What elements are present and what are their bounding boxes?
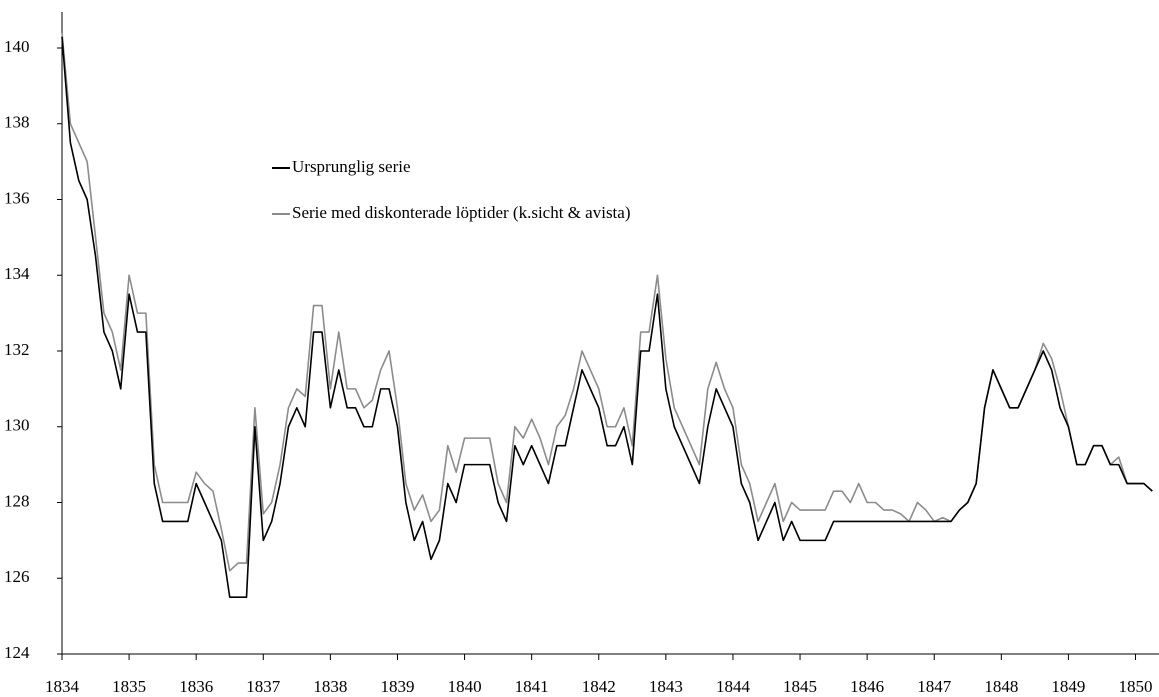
x-tick-label: 1838 bbox=[313, 677, 347, 696]
x-tick-label: 1841 bbox=[515, 677, 549, 696]
y-tick-label: 140 bbox=[4, 37, 30, 56]
x-tick-label: 1840 bbox=[448, 677, 482, 696]
x-tick-label: 1846 bbox=[850, 677, 884, 696]
x-tick-label: 1835 bbox=[112, 677, 146, 696]
y-tick-label: 130 bbox=[4, 416, 30, 435]
y-tick-label: 126 bbox=[4, 567, 30, 586]
y-tick-label: 138 bbox=[4, 113, 30, 132]
y-tick-label: 132 bbox=[4, 340, 30, 359]
x-tick-label: 1834 bbox=[45, 677, 80, 696]
x-tick-label: 1847 bbox=[917, 677, 952, 696]
x-tick-label: 1843 bbox=[649, 677, 683, 696]
series-line bbox=[61, 32, 1153, 572]
y-tick-label: 128 bbox=[4, 491, 30, 510]
legend-label: Ursprunglig serie bbox=[292, 157, 411, 176]
x-tick-label: 1836 bbox=[179, 677, 213, 696]
legend-label: Serie med diskonterade löptider (k.sicht… bbox=[292, 203, 631, 222]
x-tick-label: 1845 bbox=[783, 677, 817, 696]
x-tick-label: 1839 bbox=[380, 677, 414, 696]
x-tick-label: 1848 bbox=[984, 677, 1018, 696]
x-tick-label: 1850 bbox=[1119, 677, 1153, 696]
y-tick-label: 136 bbox=[4, 188, 30, 207]
y-tick-label: 134 bbox=[4, 264, 30, 283]
x-tick-label: 1837 bbox=[246, 677, 281, 696]
x-tick-label: 1844 bbox=[716, 677, 751, 696]
series-line bbox=[61, 36, 1153, 598]
x-tick-label: 1842 bbox=[582, 677, 616, 696]
x-tick-label: 1849 bbox=[1051, 677, 1085, 696]
y-tick-label: 124 bbox=[4, 643, 30, 662]
